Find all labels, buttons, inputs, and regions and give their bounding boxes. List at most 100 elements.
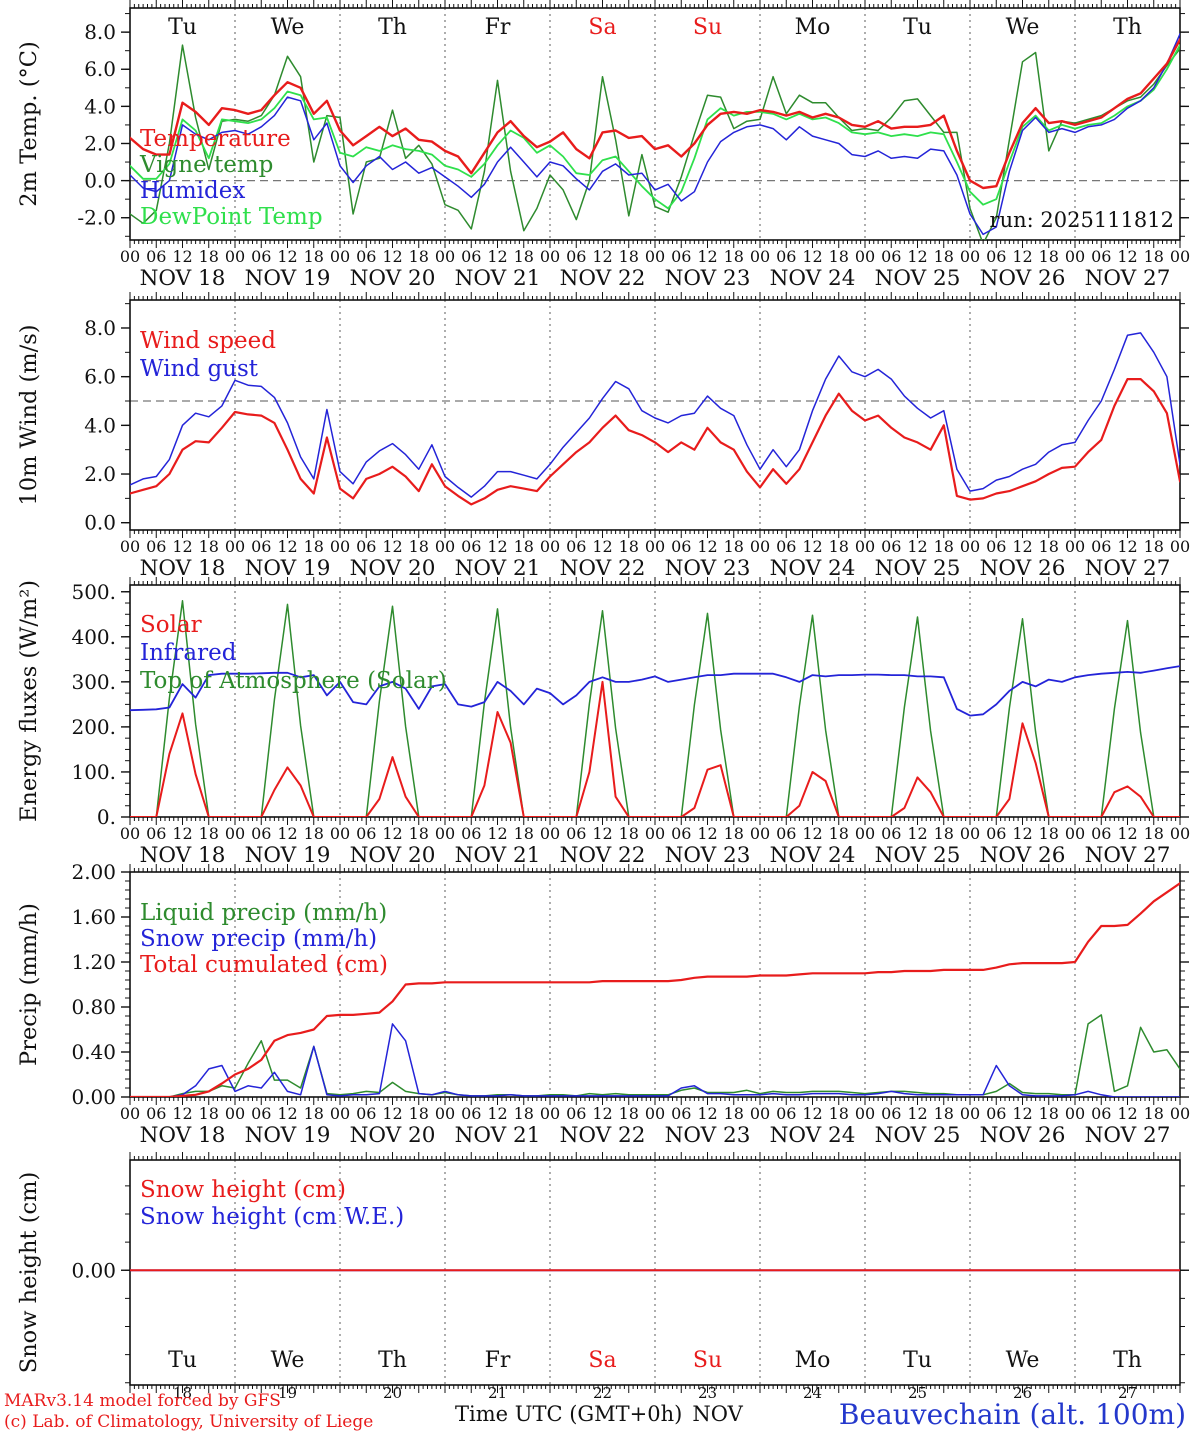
y-tick-label: 8.0: [84, 316, 116, 340]
weekday-label: Sa: [588, 1348, 616, 1373]
weekday-label: Mo: [795, 15, 831, 40]
wind-speed-curve: [130, 378, 1180, 506]
y-tick-label: 2.0: [84, 462, 116, 486]
time-axis-label: Time UTC (GMT+0h) NOV: [455, 1402, 753, 1426]
hour-tick-label: 12: [592, 247, 612, 266]
hour-tick-label: 06: [776, 824, 796, 843]
hour-tick-label: 00: [1170, 1104, 1190, 1123]
hour-tick-label: 06: [566, 537, 586, 556]
hour-tick-label: 12: [802, 537, 822, 556]
date-label: NOV 24: [770, 843, 856, 868]
hour-tick-label: 06: [671, 537, 691, 556]
hour-tick-label: 12: [487, 537, 507, 556]
hour-tick-label: 00: [435, 247, 455, 266]
hour-tick-label: 18: [409, 537, 429, 556]
model-credit: MARv3.14 model forced by GFS (c) Lab. of…: [4, 1391, 373, 1433]
hour-tick-label: 12: [1117, 1104, 1137, 1123]
date-label: NOV 23: [665, 266, 751, 291]
hour-tick-label: 18: [199, 537, 219, 556]
hour-tick-label: 12: [1117, 247, 1137, 266]
hour-tick-label: 06: [1091, 537, 1111, 556]
dewpoint-temp-curve: [130, 44, 1180, 210]
hour-tick-label: 00: [1170, 537, 1190, 556]
date-number-label: 25: [908, 1384, 927, 1402]
hour-tick-label: 06: [986, 1104, 1006, 1123]
weekday-label: Tu: [168, 1348, 197, 1373]
hour-tick-label: 00: [120, 824, 140, 843]
wind-panel: 0.0 2.0 4.0 6.0 8.0 10m Wind (m/s) Wind speedW…: [16, 292, 1190, 581]
hour-tick-label: 00: [1065, 1104, 1085, 1123]
hour-tick-label: 06: [881, 1104, 901, 1123]
precipitation-axis-title: Precip (mm/h): [16, 903, 42, 1066]
date-number-label: 26: [1013, 1384, 1032, 1402]
hour-tick-label: 18: [724, 537, 744, 556]
hour-tick-label: 00: [330, 247, 350, 266]
hour-tick-label: 00: [645, 537, 665, 556]
hour-tick-label: 06: [461, 824, 481, 843]
hour-tick-label: 12: [907, 537, 927, 556]
date-label: NOV 22: [560, 556, 646, 581]
hour-tick-label: 18: [1039, 824, 1059, 843]
y-tick-label: 300.: [71, 670, 116, 694]
legend-dewpoint-temp: DewPoint Temp: [140, 204, 323, 230]
date-label: NOV 25: [875, 843, 961, 868]
credit-line-2: (c) Lab. of Climatology, University of L…: [4, 1412, 374, 1432]
hour-tick-label: 06: [986, 824, 1006, 843]
hour-tick-label: 00: [120, 247, 140, 266]
date-label: NOV 21: [455, 556, 541, 581]
hour-tick-label: 18: [199, 824, 219, 843]
legend-snow-height-cm: Snow height (cm): [140, 1177, 346, 1203]
hour-tick-label: 00: [750, 247, 770, 266]
date-label: NOV 18: [140, 1123, 226, 1148]
date-label: NOV 23: [665, 1123, 751, 1148]
hour-tick-label: 12: [172, 1104, 192, 1123]
date-label: NOV 21: [455, 1123, 541, 1148]
hour-tick-label: 12: [1012, 247, 1032, 266]
hour-tick-label: 06: [1091, 247, 1111, 266]
weekday-label: Fr: [485, 1348, 511, 1373]
legend-temperature: Temperature: [140, 126, 291, 152]
hour-tick-label: 18: [1144, 1104, 1164, 1123]
y-tick-label: 4.0: [84, 94, 116, 118]
hour-tick-label: 12: [172, 537, 192, 556]
y-tick-label: 0.00: [71, 1258, 116, 1282]
hour-tick-label: 00: [225, 824, 245, 843]
date-label: NOV 20: [350, 266, 436, 291]
hour-tick-label: 00: [435, 1104, 455, 1123]
hour-tick-label: 00: [225, 537, 245, 556]
date-label: NOV 20: [350, 1123, 436, 1148]
snow-height-axis-title: Snow height (cm): [16, 1172, 42, 1373]
hour-tick-label: 18: [409, 1104, 429, 1123]
hour-tick-label: 06: [146, 247, 166, 266]
y-tick-label: 6.0: [84, 365, 116, 389]
hour-tick-label: 12: [172, 247, 192, 266]
hour-tick-label: 18: [934, 247, 954, 266]
hour-tick-label: 00: [855, 537, 875, 556]
hour-tick-label: 18: [514, 1104, 534, 1123]
hour-tick-label: 18: [514, 247, 534, 266]
hour-tick-label: 12: [697, 247, 717, 266]
hour-tick-label: 12: [487, 824, 507, 843]
legend-humidex: Humidex: [140, 178, 245, 204]
plot-border: [129, 871, 1181, 1098]
hour-tick-label: 06: [881, 537, 901, 556]
y-tick-label: 100.: [71, 760, 116, 784]
hour-tick-label: 06: [986, 537, 1006, 556]
hour-tick-label: 18: [1144, 247, 1164, 266]
hour-tick-label: 06: [356, 1104, 376, 1123]
hour-tick-label: 00: [960, 537, 980, 556]
hour-tick-label: 06: [146, 537, 166, 556]
hour-tick-label: 00: [855, 1104, 875, 1123]
total-cumulated-curve: [130, 882, 1180, 1097]
hour-tick-label: 18: [514, 824, 534, 843]
hour-tick-label: 12: [1117, 824, 1137, 843]
hour-tick-label: 12: [1012, 824, 1032, 843]
legend-top-of-atmosphere-solar: Top of Atmosphere (Solar): [140, 668, 447, 694]
hour-tick-label: 18: [1039, 537, 1059, 556]
hour-tick-label: 06: [461, 1104, 481, 1123]
hour-tick-label: 00: [330, 1104, 350, 1123]
hour-tick-label: 00: [225, 247, 245, 266]
hour-tick-label: 18: [1039, 247, 1059, 266]
date-label: NOV 18: [140, 556, 226, 581]
